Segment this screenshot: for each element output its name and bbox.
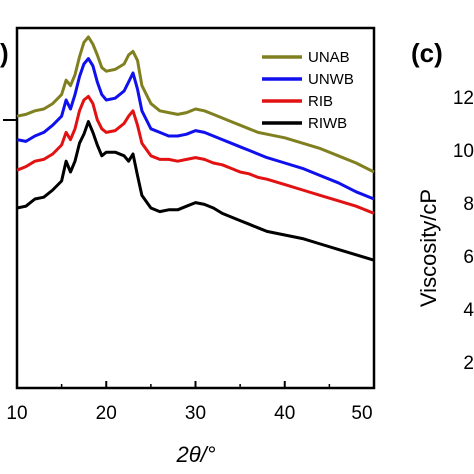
right-panel-tick-label: 12 xyxy=(453,88,474,109)
series-line-riwb xyxy=(16,120,375,262)
series-lines xyxy=(16,35,375,262)
right-panel-tick-labels: 12 10 8 6 4 2 xyxy=(453,88,474,374)
legend: UNAB UNWB RIB RIWB xyxy=(262,49,354,132)
right-panel-tick-label: 6 xyxy=(463,247,474,268)
legend-label-unab: UNAB xyxy=(308,49,350,66)
panel-label-right: (c) xyxy=(411,38,443,68)
legend-label-riwb: RIWB xyxy=(308,115,347,132)
legend-label-rib: RIB xyxy=(308,93,333,110)
series-line-rib xyxy=(16,94,375,215)
x-tick-label: 40 xyxy=(274,403,295,424)
x-tick-label: 10 xyxy=(6,403,27,424)
legend-label-unwb: UNWB xyxy=(308,71,354,88)
series-line-unab xyxy=(16,35,375,174)
x-axis-ticks: 10 20 30 40 50 xyxy=(6,381,375,424)
x-tick-label: 30 xyxy=(185,403,206,424)
x-tick-label: 20 xyxy=(96,403,117,424)
x-axis-title: 2θ/° xyxy=(175,442,215,467)
series-line-unwb xyxy=(16,57,375,201)
right-panel-tick-label: 2 xyxy=(463,353,474,374)
right-panel-y-axis-title: Viscosity/cP xyxy=(416,189,441,307)
x-tick-label: 50 xyxy=(351,403,372,424)
right-panel-tick-label: 8 xyxy=(463,194,474,215)
right-panel-tick-label: 10 xyxy=(453,141,474,162)
panel-label-left: ) xyxy=(0,38,9,68)
right-panel-tick-label: 4 xyxy=(463,300,474,321)
